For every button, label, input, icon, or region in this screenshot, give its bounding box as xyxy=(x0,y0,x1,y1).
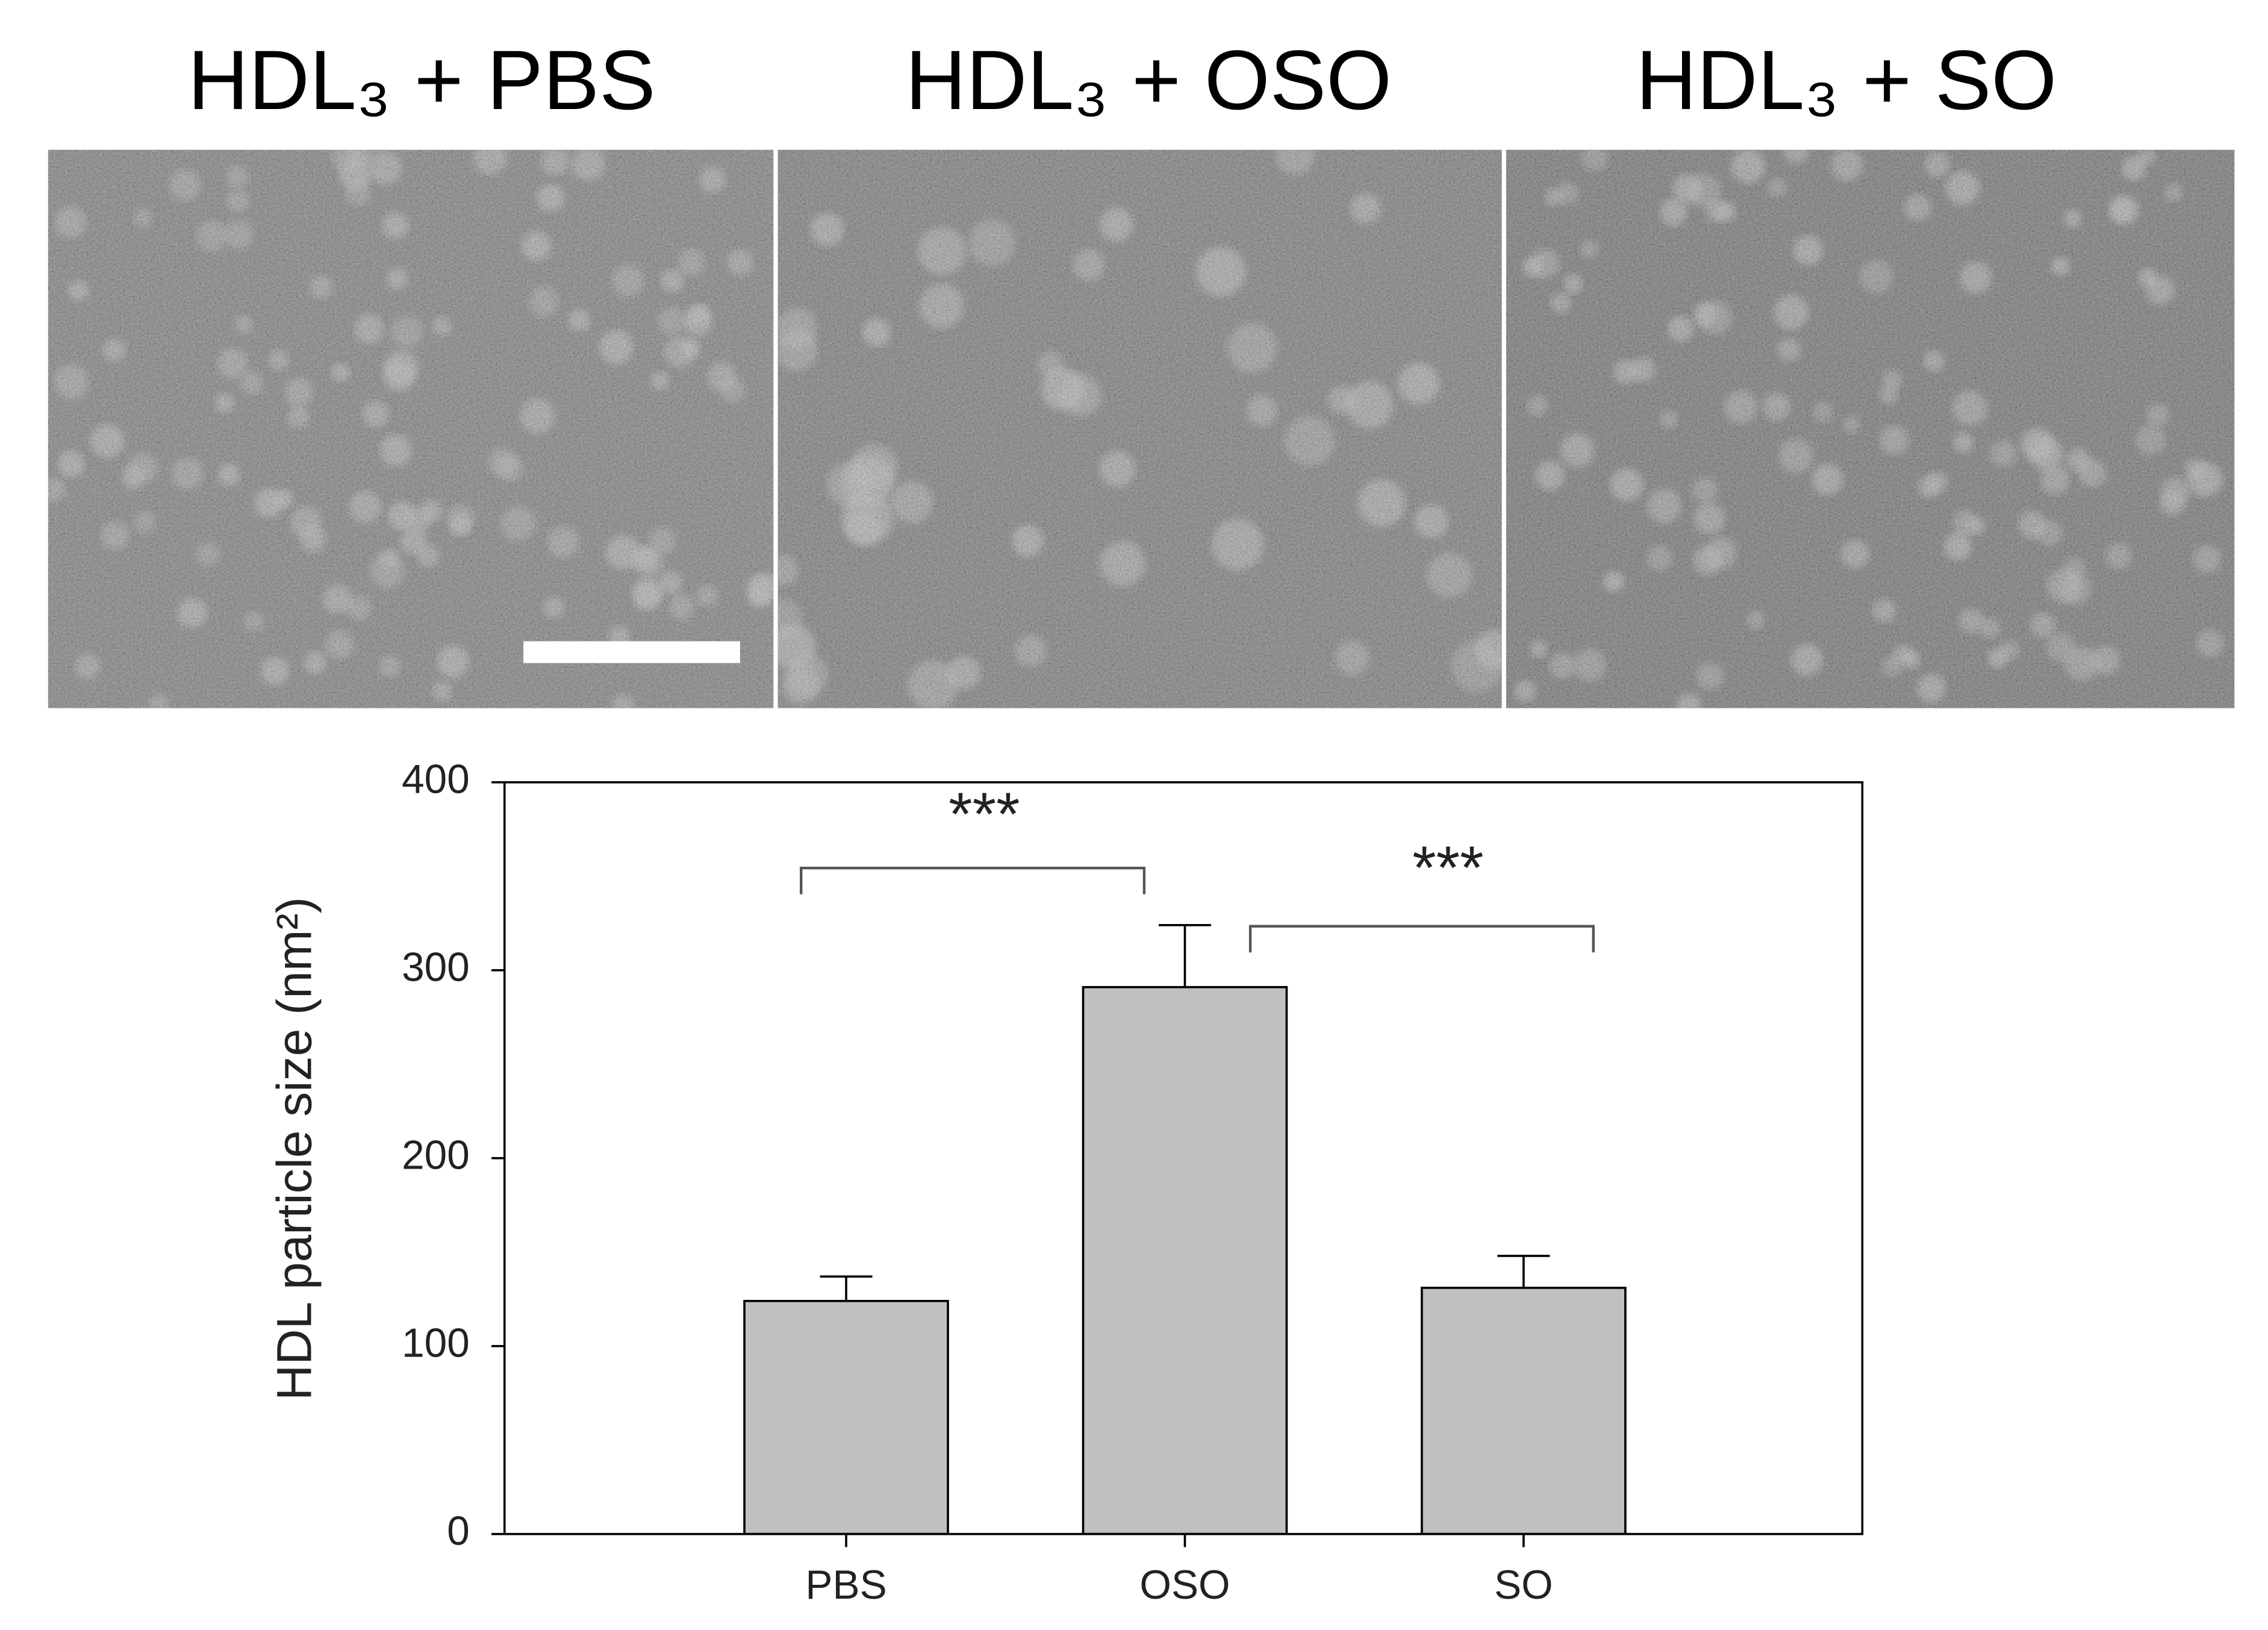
noise xyxy=(48,149,774,708)
micrograph xyxy=(48,149,774,708)
x-tick-label: OSO xyxy=(1139,1563,1230,1608)
error-bar xyxy=(1497,1255,1550,1288)
y-tick-label: 400 xyxy=(402,757,470,802)
y-tick-label: 0 xyxy=(447,1509,470,1554)
micrograph xyxy=(1506,149,2235,708)
bar xyxy=(1421,1287,1627,1535)
significance-bracket xyxy=(1248,925,1595,953)
y-axis-label: HDL particle size (nm²) xyxy=(267,897,322,1400)
x-tick-label: SO xyxy=(1494,1563,1553,1608)
y-tick-label: 200 xyxy=(402,1133,470,1178)
panel-title: HDL₃ + PBS xyxy=(188,33,656,127)
error-bar xyxy=(820,1275,873,1301)
noise xyxy=(1506,149,2235,708)
bar xyxy=(743,1299,949,1535)
noise xyxy=(777,149,1502,708)
y-tick-label: 300 xyxy=(402,945,470,990)
y-tick-label: 100 xyxy=(402,1321,470,1366)
significance-bracket xyxy=(800,866,1146,895)
micrographs xyxy=(48,149,2235,708)
significance-label: *** xyxy=(1412,834,1483,902)
x-tick-label: PBS xyxy=(805,1563,886,1608)
error-bar xyxy=(1159,923,1211,987)
micrograph xyxy=(777,149,1502,708)
bar-chart: HDL particle size (nm²) 0 100 200 300 400 PBS… xyxy=(267,757,1864,1608)
significance-label: *** xyxy=(949,780,1020,848)
panel-title: HDL₃ + SO xyxy=(1636,33,2057,127)
bar xyxy=(1082,985,1288,1535)
plot-frame xyxy=(503,781,1864,1535)
scale-bar xyxy=(523,641,740,663)
panel-title: HDL₃ + OSO xyxy=(905,33,1392,127)
